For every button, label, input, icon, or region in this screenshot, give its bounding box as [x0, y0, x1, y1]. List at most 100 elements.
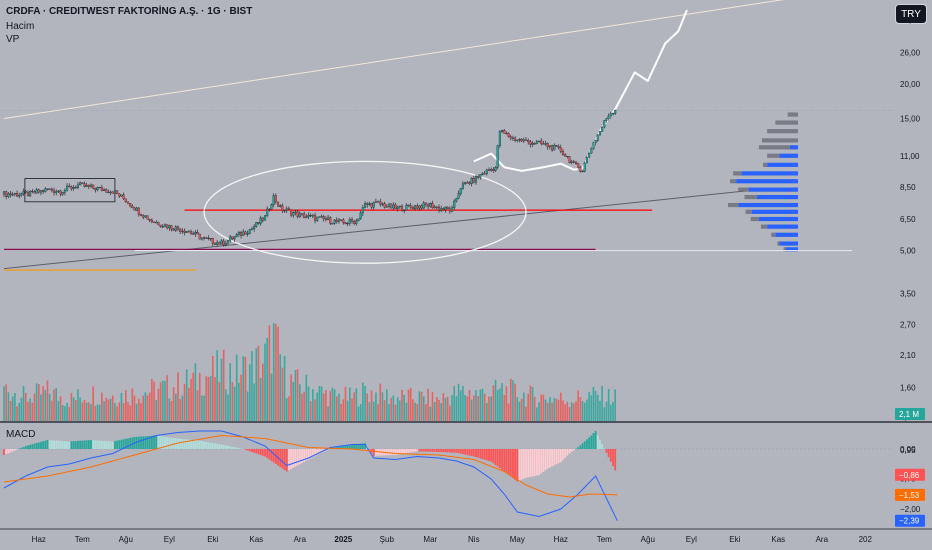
- macd-badge-text: −2,39: [899, 517, 920, 526]
- volume-bar: [588, 391, 590, 421]
- macd-histogram-bar: [61, 441, 64, 449]
- macd-histogram-bar: [612, 449, 614, 467]
- volume-bar: [33, 393, 36, 421]
- volume-bar: [610, 404, 612, 421]
- candle-body: [139, 214, 143, 216]
- volume-bar: [344, 386, 347, 421]
- candle-body: [57, 190, 60, 192]
- vp-bar-up: [751, 209, 798, 214]
- macd-histogram-bar: [422, 449, 425, 452]
- macd-indicator-label[interactable]: MACD: [6, 429, 36, 440]
- currency-button[interactable]: TRY: [895, 4, 927, 24]
- candle-body: [7, 193, 10, 197]
- macd-histogram-bar: [103, 440, 105, 449]
- candle-body: [551, 145, 554, 151]
- volume-bar: [118, 402, 121, 421]
- vp-bar-up: [779, 241, 798, 246]
- price-tick-label: 34,00: [900, 16, 921, 25]
- candle-body: [505, 133, 508, 135]
- vp-bar-down: [771, 232, 776, 237]
- macd-histogram-bar: [527, 449, 530, 478]
- macd-histogram-bar: [594, 430, 597, 449]
- price-axis[interactable]: 44,0034,0026,0020,0015,0011,008,506,505,…: [900, 0, 921, 514]
- volume-bar: [405, 402, 408, 421]
- macd-histogram-bar: [92, 440, 95, 449]
- volume-profile-label[interactable]: VP: [6, 34, 20, 45]
- macd-histogram-bar: [201, 441, 203, 449]
- price-tick-label: 3,50: [900, 289, 916, 298]
- candle-body: [316, 216, 319, 221]
- volume-bar: [364, 386, 366, 421]
- price-tick-label: 8,50: [900, 183, 916, 192]
- time-tick-label: Eyl: [686, 535, 697, 544]
- macd-histogram-bar: [233, 447, 236, 449]
- macd-histogram-bar: [148, 435, 151, 449]
- volume-bar: [153, 381, 155, 421]
- macd-histogram-bar: [372, 449, 375, 456]
- candle-body: [292, 212, 295, 216]
- macd-histogram-bar: [153, 435, 155, 449]
- volume-bar: [181, 395, 184, 421]
- volume-bar: [70, 392, 73, 421]
- volume-bar: [175, 393, 177, 421]
- volume-bar: [388, 404, 390, 421]
- volume-bar: [142, 395, 144, 421]
- volume-bar: [538, 402, 540, 421]
- macd-histogram-bar: [596, 435, 599, 449]
- macd-histogram-bar: [298, 449, 301, 465]
- macd-histogram-bar: [120, 439, 123, 449]
- vp-bar-down: [787, 112, 798, 117]
- macd-histogram-bar: [583, 441, 586, 449]
- volume-badge-bg: [895, 408, 925, 420]
- time-axis[interactable]: Haz Tem Ağu Eyl Eki Kas Ara 2025 Şub Mar Nis May Haz…: [32, 535, 873, 544]
- time-tick-label: Haz: [554, 535, 568, 544]
- candle-body: [479, 174, 482, 178]
- candle-body: [261, 217, 264, 221]
- macd-histogram-bar: [368, 449, 371, 450]
- macd-histogram-bar: [118, 440, 121, 449]
- volume-bar: [179, 398, 181, 421]
- volume-bar: [259, 377, 262, 421]
- candle-body: [226, 240, 230, 244]
- volume-bar: [7, 392, 10, 421]
- macd-histogram-bar: [181, 438, 184, 449]
- symbol-title: CRDFA · CREDITWEST FAKTORİNG A.Ş. · 1G ·…: [6, 6, 253, 17]
- macd-histogram-bar: [555, 449, 558, 465]
- candle-body: [394, 204, 397, 209]
- macd-histogram-bar: [135, 436, 138, 449]
- macd-histogram-bar: [24, 446, 27, 449]
- volume-bar: [135, 403, 138, 421]
- volume-bar: [372, 401, 375, 421]
- volume-bar: [66, 402, 68, 421]
- volume-badge: 2,1 M: [895, 408, 925, 420]
- macd-histogram-bar: [553, 449, 556, 466]
- volume-indicator-label[interactable]: Hacim: [6, 21, 35, 32]
- candle-body: [229, 236, 232, 241]
- macd-histogram-bar: [327, 449, 329, 450]
- macd-histogram-bar: [425, 449, 427, 452]
- volume-bar: [166, 375, 168, 421]
- volume-bar: [483, 393, 486, 421]
- candle-body: [26, 191, 29, 197]
- volume-bar: [270, 373, 273, 421]
- volume-bar: [357, 406, 360, 421]
- macd-histogram-bar: [361, 443, 364, 449]
- volume-bar: [140, 403, 142, 421]
- candle-body: [524, 139, 528, 141]
- volume-bar: [14, 393, 16, 421]
- candle-body: [596, 134, 599, 141]
- volume-bar: [77, 389, 79, 421]
- macd-histogram-bar: [68, 441, 71, 449]
- candle-body: [18, 194, 21, 197]
- candle-body: [335, 219, 338, 222]
- volume-bar: [196, 390, 199, 421]
- volume-bar: [446, 396, 449, 421]
- volume-bar: [546, 402, 549, 421]
- macd-histogram-bar: [124, 438, 127, 449]
- macd-histogram-bar: [466, 449, 469, 456]
- candle-body: [222, 240, 225, 246]
- candle-body: [544, 143, 547, 145]
- volume-bar: [42, 386, 44, 421]
- volume-bar: [5, 384, 7, 421]
